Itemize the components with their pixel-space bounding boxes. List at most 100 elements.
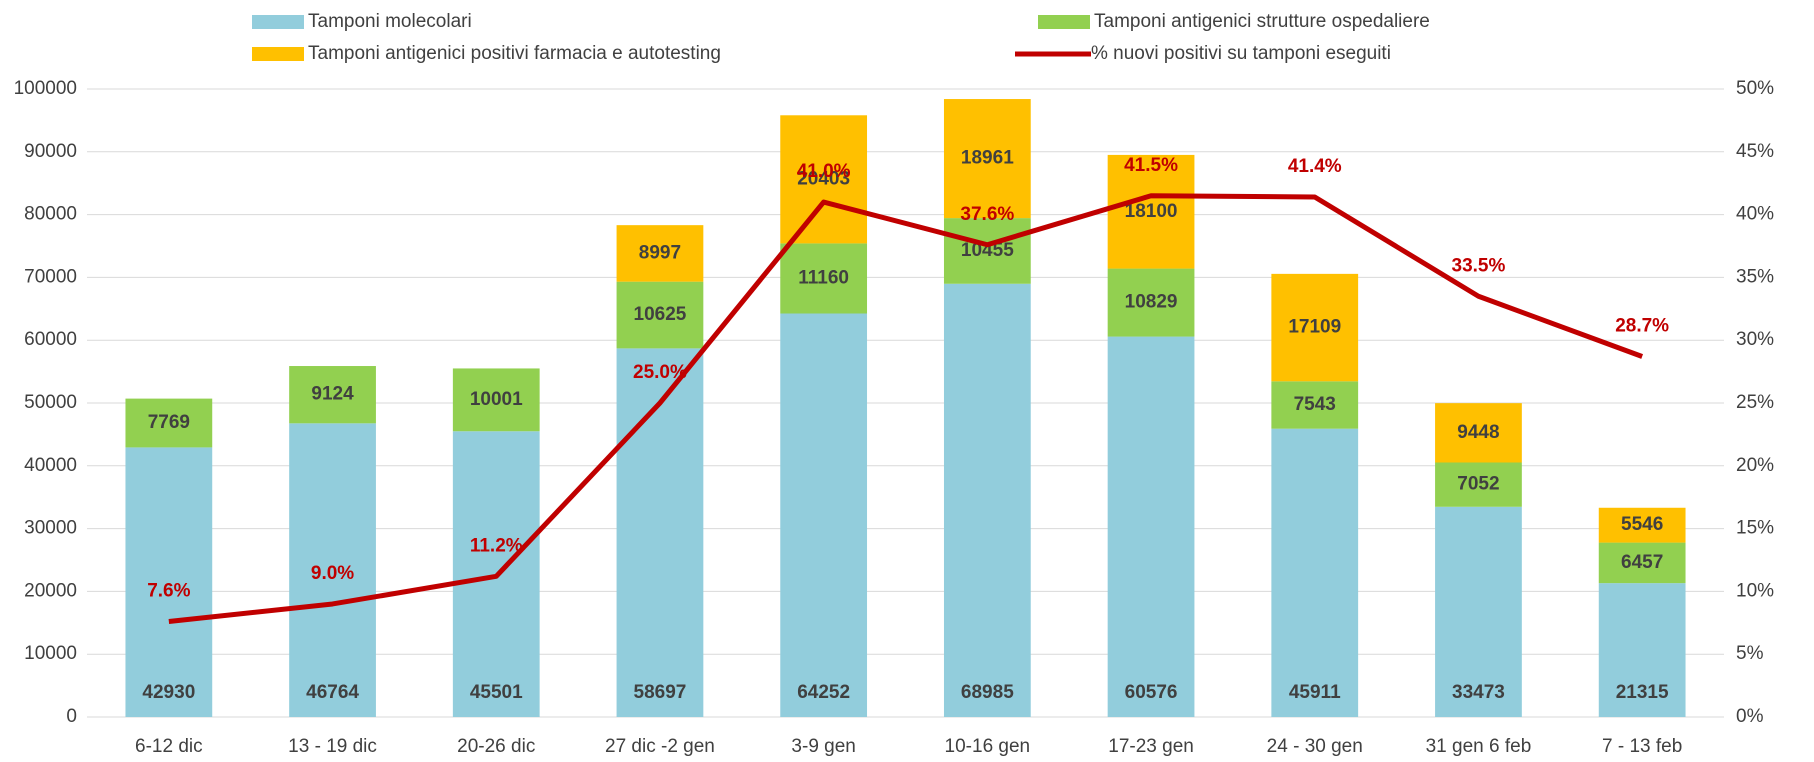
x-tick-label: 31 gen 6 feb [1426, 736, 1532, 757]
y-tick-label: 90000 [24, 141, 77, 162]
value-label: 64252 [797, 682, 850, 703]
value-label: 42930 [142, 682, 195, 703]
bar [289, 423, 376, 717]
line-value-label: 9.0% [311, 563, 354, 584]
line-value-label: 41.5% [1124, 155, 1178, 176]
line-value-label: 11.2% [470, 535, 523, 556]
value-label: 7052 [1457, 474, 1499, 495]
line-value-label: 28.7% [1615, 316, 1669, 337]
bar [943, 283, 1031, 717]
bar [1598, 507, 1686, 543]
y2-tick-label: 25% [1736, 392, 1774, 413]
value-label: 7543 [1294, 394, 1336, 415]
bar [1598, 542, 1686, 584]
bar [616, 348, 704, 717]
y-tick-label: 60000 [24, 329, 77, 350]
x-tick-label: 17-23 gen [1108, 736, 1194, 757]
y2-tick-label: 50% [1736, 78, 1774, 99]
bar [1107, 336, 1195, 717]
legend-label: Tamponi antigenici positivi farmacia e a… [308, 43, 721, 64]
value-label: 10001 [470, 389, 523, 410]
legend-label: % nuovi positivi su tamponi eseguiti [1091, 43, 1391, 64]
y2-tick-label: 15% [1736, 518, 1774, 539]
y2-tick-label: 40% [1736, 204, 1774, 225]
value-label: 10625 [634, 304, 687, 325]
legend-swatch [1038, 15, 1090, 29]
legend-swatch [252, 47, 304, 61]
bar [1107, 154, 1195, 269]
y-tick-label: 20000 [24, 580, 77, 601]
x-tick-label: 3-9 gen [791, 736, 855, 757]
y-tick-label: 50000 [24, 392, 77, 413]
y-tick-label: 40000 [24, 455, 77, 476]
line-value-label: 41.0% [797, 161, 851, 182]
value-label: 20403 [797, 168, 850, 189]
y-tick-label: 10000 [24, 643, 77, 664]
value-label: 45911 [1289, 682, 1341, 703]
bar [780, 313, 868, 717]
value-label: 58697 [634, 682, 687, 703]
bar [943, 99, 1031, 219]
value-label: 8997 [639, 242, 681, 263]
value-label: 33473 [1452, 682, 1505, 703]
bar [125, 398, 213, 448]
bar [1435, 506, 1522, 717]
y-tick-label: 70000 [24, 266, 77, 287]
legend-swatch [252, 15, 304, 29]
value-label: 7769 [148, 412, 190, 433]
bar [1598, 583, 1686, 717]
value-label: 10455 [961, 240, 1014, 261]
value-label: 17109 [1288, 317, 1341, 338]
y-tick-label: 30000 [24, 518, 77, 539]
value-label: 10829 [1125, 292, 1178, 313]
line-value-label: 33.5% [1452, 255, 1506, 276]
value-label: 18961 [961, 148, 1014, 169]
y2-tick-label: 35% [1736, 266, 1774, 287]
value-label: 21315 [1616, 682, 1669, 703]
value-label: 68985 [961, 682, 1014, 703]
value-label: 45501 [470, 682, 523, 703]
bar [780, 115, 868, 244]
line [168, 193, 1644, 625]
line-value-label: 37.6% [960, 204, 1014, 225]
legend-label: Tamponi antigenici strutture ospedaliere [1094, 11, 1430, 32]
x-tick-label: 10-16 gen [945, 736, 1031, 757]
bar [780, 243, 868, 314]
x-tick-label: 7 - 13 feb [1602, 736, 1682, 757]
bar [943, 218, 1031, 284]
value-label: 11160 [798, 267, 849, 288]
line-value-label: 7.6% [147, 581, 190, 602]
bar [1271, 381, 1359, 429]
legend-label: Tamponi molecolari [308, 11, 472, 32]
line-value-label: 41.4% [1288, 156, 1342, 177]
y-tick-label: 80000 [24, 204, 77, 225]
x-tick-label: 24 - 30 gen [1267, 736, 1363, 757]
bar [452, 368, 540, 432]
y2-tick-label: 30% [1736, 329, 1774, 350]
x-tick-label: 27 dic -2 gen [605, 736, 715, 757]
value-label: 5546 [1621, 514, 1663, 535]
bar [125, 447, 213, 717]
bar [616, 281, 704, 349]
x-tick-label: 6-12 dic [135, 736, 203, 757]
bar [1271, 428, 1359, 717]
value-label: 60576 [1125, 682, 1178, 703]
bar [289, 366, 376, 424]
y2-tick-label: 20% [1736, 455, 1774, 476]
bar [616, 225, 704, 282]
bar [1107, 268, 1195, 337]
y2-tick-label: 45% [1736, 141, 1774, 162]
value-label: 46764 [306, 682, 359, 703]
x-tick-label: 20-26 dic [457, 736, 535, 757]
y2-tick-label: 0% [1736, 706, 1764, 727]
y2-tick-label: 10% [1736, 580, 1774, 601]
value-label: 9448 [1457, 422, 1499, 443]
y-tick-label: 100000 [14, 78, 77, 99]
y-tick-label: 0 [66, 706, 77, 727]
line-value-label: 25.0% [633, 362, 687, 383]
value-label: 18100 [1125, 201, 1178, 222]
value-label: 9124 [311, 384, 354, 405]
bar [1271, 273, 1359, 382]
bar [1435, 403, 1522, 463]
